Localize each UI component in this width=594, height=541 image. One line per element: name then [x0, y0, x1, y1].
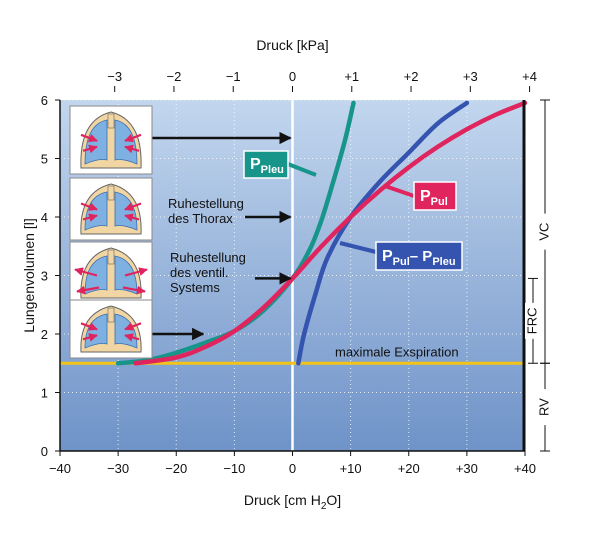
- x-tick-label: −20: [165, 461, 187, 476]
- x-axis-title: Druck [cm H2O]: [244, 492, 341, 512]
- label-ppul: PPul: [384, 181, 457, 211]
- bracket-rv-label: RV: [536, 398, 551, 416]
- bracket-vc-label-bg: [537, 213, 553, 250]
- label-ppleu: PPleu: [243, 150, 317, 179]
- y-tick-label: 5: [41, 152, 48, 167]
- label-ppul-minus-ppleu-pointer: [339, 241, 377, 254]
- lung-illustration-3: [69, 241, 153, 305]
- top-tick-label: +4: [522, 69, 537, 84]
- top-tick-label: −1: [226, 69, 241, 84]
- y-tick-label: 6: [41, 93, 48, 108]
- label-ppleu-box: [243, 150, 289, 179]
- lung-illustration-4: [69, 299, 153, 359]
- y-axis-title: Lungenvolumen [l]: [21, 218, 37, 332]
- x-tick-label: −40: [49, 461, 71, 476]
- force-arrow: [124, 333, 140, 342]
- lung-illustrations: [69, 105, 153, 359]
- top-tick-label: −2: [167, 69, 182, 84]
- force-arrow: [82, 333, 98, 342]
- annotation-2-line: Systems: [170, 280, 220, 295]
- force-arrow: [124, 144, 140, 154]
- force-arrow: [124, 213, 140, 222]
- force-arrow: [80, 133, 98, 143]
- top-tick-label: 0: [289, 69, 296, 84]
- top-tick-label: +2: [404, 69, 419, 84]
- y-tick-label: 0: [41, 444, 48, 459]
- label-ppul-pointer: [384, 184, 415, 198]
- force-arrow: [124, 133, 142, 143]
- bracket-vc-label: VC: [536, 223, 551, 241]
- label-ppul-text: PPul: [420, 188, 448, 208]
- force-arrow: [80, 322, 98, 331]
- y-tick-label: 2: [41, 327, 48, 342]
- y-tick-label: 4: [41, 210, 48, 225]
- x-tick-label: −10: [223, 461, 245, 476]
- force-arrow: [122, 285, 146, 295]
- y-tick-label: 1: [41, 386, 48, 401]
- x-tick-label: +40: [514, 461, 536, 476]
- pointer-arrows: [152, 131, 292, 341]
- label-ppul-minus-ppleu-text: PPul– PPleu: [382, 248, 456, 268]
- force-arrow: [124, 202, 142, 211]
- bracket-rv-label-bg: [537, 389, 553, 426]
- bracket-frc-label-bg: [525, 302, 541, 339]
- max-expiration-label: maximale Exspiration: [335, 344, 459, 359]
- curves: [115, 100, 528, 366]
- volume-brackets: VC FRC RV: [522, 99, 553, 452]
- label-ppul-box: [413, 181, 457, 211]
- label-ppleu-text: PPleu: [250, 156, 284, 176]
- force-arrow: [124, 267, 148, 277]
- trachea: [107, 249, 115, 265]
- force-arrow: [76, 285, 100, 295]
- trachea: [107, 185, 115, 201]
- force-arrow: [124, 322, 142, 331]
- bracket-frc-label: FRC: [524, 307, 539, 334]
- label-ppul-minus-ppleu-box: [375, 241, 463, 271]
- x-tick-label: +10: [340, 461, 362, 476]
- trachea: [107, 307, 115, 323]
- y-tick-label: 3: [41, 269, 48, 284]
- lung-illustration-1: [69, 105, 153, 175]
- label-ppul-minus-ppleu: PPul– PPleu: [339, 241, 463, 271]
- label-ppleu-pointer: [287, 162, 317, 177]
- series-labels: PPleu PPul PPul– PPleu: [243, 150, 463, 271]
- trachea: [107, 113, 115, 129]
- annotation-1-line: des Thorax: [168, 211, 233, 226]
- top-tick-label: +1: [344, 69, 359, 84]
- force-arrow: [74, 267, 98, 277]
- x-tick-label: −30: [107, 461, 129, 476]
- x-tick-label: +20: [398, 461, 420, 476]
- annotation-2-line: Ruhestellung: [170, 250, 246, 265]
- x-tick-label: +30: [456, 461, 478, 476]
- x-tick-label: 0: [289, 461, 296, 476]
- top-tick-label: +3: [463, 69, 478, 84]
- lung-illustration-2: [69, 177, 153, 241]
- force-arrow: [80, 202, 98, 211]
- force-arrow: [82, 144, 98, 154]
- series-line-ppul: [133, 100, 528, 366]
- top-tick-label: −3: [107, 69, 122, 84]
- annotation-2-line: des ventil.: [170, 265, 229, 280]
- top-axis-title: Druck [kPa]: [256, 37, 328, 53]
- annotation-1-line: Ruhestellung: [168, 196, 244, 211]
- force-arrow: [82, 213, 98, 222]
